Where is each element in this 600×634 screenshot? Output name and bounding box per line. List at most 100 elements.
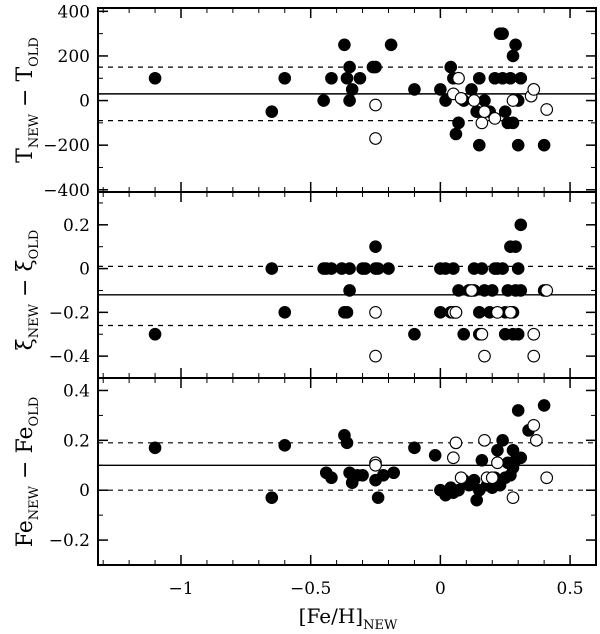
filled-point-fe-diff-2 [278,439,292,452]
open-point-t-diff-7 [478,105,491,119]
filled-point-t-diff-25 [472,138,486,152]
filled-point-xi-diff-22 [447,262,460,275]
open-point-fe-diff-5 [478,433,491,447]
filled-point-xi-diff-17 [408,327,421,341]
xtick-label-3: 0.5 [557,579,584,599]
filled-point-xi-diff-18 [434,306,447,319]
filled-point-xi-diff-47 [511,327,525,341]
filled-point-t-diff-0 [148,71,162,85]
filled-point-t-diff-19 [449,127,463,141]
filled-point-xi-diff-49 [514,284,528,297]
open-point-xi-diff-7 [491,306,504,319]
xtick-label-1: −0.5 [290,579,331,599]
filled-point-fe-diff-0 [148,441,162,455]
filled-point-t-diff-1 [265,105,279,119]
filled-point-fe-diff-32 [491,444,504,457]
open-point-t-diff-5 [467,94,481,107]
open-point-t-diff-9 [506,94,520,107]
filled-point-t-diff-5 [338,38,351,52]
ytick-label-fe-diff-3: 0.4 [63,381,90,401]
filled-point-fe-diff-10 [356,468,369,482]
filled-point-t-diff-3 [317,94,330,107]
filled-point-t-diff-15 [434,83,447,96]
ytick-label-t-diff-1: −200 [43,136,90,156]
filled-point-xi-diff-24 [452,284,465,297]
filled-point-fe-diff-24 [467,473,481,487]
open-point-t-diff-12 [540,103,554,116]
filled-point-fe-diff-14 [387,466,400,480]
filled-point-t-diff-9 [345,83,359,96]
open-point-fe-diff-10 [527,419,541,432]
filled-point-xi-diff-8 [340,306,354,319]
filled-point-fe-diff-12 [371,491,385,504]
filled-point-xi-diff-16 [382,262,395,275]
open-point-t-diff-8 [488,112,502,125]
open-point-fe-diff-1 [369,458,382,472]
filled-point-t-diff-17 [444,60,458,74]
filled-point-t-diff-41 [514,71,528,85]
filled-point-xi-diff-13 [369,240,382,254]
filled-point-t-diff-26 [472,71,486,85]
filled-point-t-diff-35 [504,71,517,85]
open-point-xi-diff-8 [504,306,517,319]
ytick-label-fe-diff-2: 0.2 [63,431,90,451]
filled-point-xi-diff-31 [475,262,489,275]
filled-point-xi-diff-45 [509,240,522,254]
filled-point-t-diff-4 [325,71,338,85]
filled-point-fe-diff-16 [428,448,442,462]
open-point-xi-diff-11 [540,284,554,297]
filled-point-t-diff-37 [506,49,520,63]
open-point-fe-diff-4 [454,471,468,485]
open-point-fe-diff-8 [491,456,504,470]
filled-point-xi-diff-15 [371,262,385,275]
filled-point-t-diff-13 [384,38,398,52]
open-point-fe-diff-2 [446,451,460,465]
open-point-t-diff-3 [452,71,465,85]
filled-point-xi-diff-2 [278,306,292,319]
ytick-label-t-diff-2: 0 [79,92,90,112]
open-point-t-diff-4 [454,91,468,105]
ytick-label-fe-diff-1: 0 [79,481,90,501]
filled-point-t-diff-7 [343,60,356,74]
ytick-label-xi-diff-3: 0.2 [63,216,90,236]
filled-point-fe-diff-44 [537,399,551,412]
filled-point-fe-diff-34 [496,434,509,447]
open-point-xi-diff-3 [449,306,463,319]
ytick-label-fe-diff-0: −0.2 [49,531,90,551]
filled-point-fe-diff-6 [340,436,354,450]
filled-point-xi-diff-37 [496,262,509,275]
xtick-label-0: −1 [168,579,193,599]
panel-fe-diff: −0.2 0 0.2 0.4 −1 −0.5 0 0.5 [49,377,597,599]
ytick-label-t-diff-0: −400 [43,181,90,201]
filled-point-xi-diff-10 [343,262,356,275]
filled-point-t-diff-36 [506,116,520,130]
filled-point-fe-diff-41 [511,404,525,417]
filled-point-xi-diff-48 [514,218,528,232]
ytick-label-xi-diff-0: −0.4 [49,347,90,367]
open-point-xi-diff-5 [475,327,489,341]
filled-point-fe-diff-13 [377,468,390,482]
xtick-label-2: 0 [435,579,446,599]
filled-point-fe-diff-21 [452,483,465,497]
open-point-t-diff-6 [475,116,489,130]
filled-point-t-diff-40 [511,138,525,152]
filled-point-t-diff-12 [369,60,382,74]
filled-point-t-diff-38 [509,38,522,52]
frame-fe-diff [97,377,597,566]
filled-point-t-diff-42 [537,138,551,152]
open-point-xi-diff-0 [369,306,382,319]
panel-t-diff: −400 −200 0 200 400 [43,2,597,201]
filled-point-t-diff-20 [452,116,465,130]
filled-point-fe-diff-42 [514,451,528,465]
filled-point-fe-diff-27 [475,453,489,467]
open-point-xi-diff-10 [527,327,541,341]
ytick-label-t-diff-4: 400 [58,2,90,22]
open-point-t-diff-1 [369,132,382,145]
open-point-xi-diff-6 [478,349,491,363]
filled-point-t-diff-22 [465,83,478,96]
filled-point-fe-diff-15 [408,441,421,455]
xlabel: [Fe/H]NEW [299,604,398,633]
open-point-fe-diff-9 [506,491,520,505]
open-point-fe-diff-3 [449,436,463,450]
